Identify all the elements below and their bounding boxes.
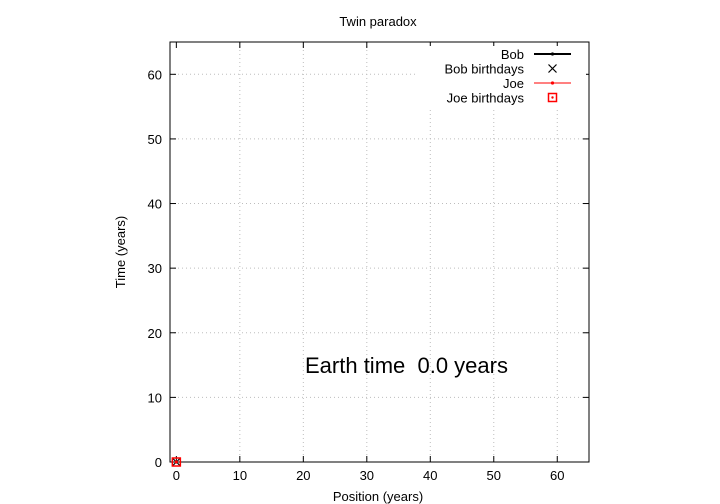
x-tick-label: 20 [296, 468, 310, 483]
y-tick-label: 30 [148, 261, 162, 276]
legend-label: Bob [501, 47, 524, 62]
chart-title: Twin paradox [339, 14, 417, 29]
legend-label: Joe [503, 76, 524, 91]
x-tick-label: 10 [233, 468, 247, 483]
earth-time-annotation: Earth time 0.0 years [305, 353, 508, 378]
y-tick-label: 20 [148, 326, 162, 341]
x-tick-label: 0 [173, 468, 180, 483]
x-tick-label: 40 [423, 468, 437, 483]
plot-frame [169, 41, 590, 463]
legend-background [418, 46, 586, 110]
legend-swatch-marker [550, 81, 555, 85]
x-tick-label: 60 [550, 468, 564, 483]
axis-ticks: 0 10 20 30 40 50 60 0 10 20 30 40 50 60 [148, 42, 589, 483]
y-tick-label: 60 [148, 67, 162, 82]
y-axis-title: Time (years) [113, 216, 128, 288]
legend-label: Bob birthdays [445, 62, 525, 77]
legend-swatch-marker [548, 64, 557, 73]
legend-swatch-marker [547, 92, 558, 103]
y-tick-label: 50 [148, 132, 162, 147]
legend-swatch-marker [550, 52, 555, 56]
x-axis-title: Position (years) [333, 489, 423, 504]
series-marks [171, 457, 182, 467]
legend-label: Joe birthdays [447, 91, 525, 106]
x-tick-label: 50 [487, 468, 501, 483]
joe-birthdays-point [171, 457, 182, 467]
y-tick-label: 10 [148, 390, 162, 405]
x-tick-label: 30 [360, 468, 374, 483]
y-tick-label: 0 [155, 455, 162, 470]
y-tick-label: 40 [148, 197, 162, 212]
